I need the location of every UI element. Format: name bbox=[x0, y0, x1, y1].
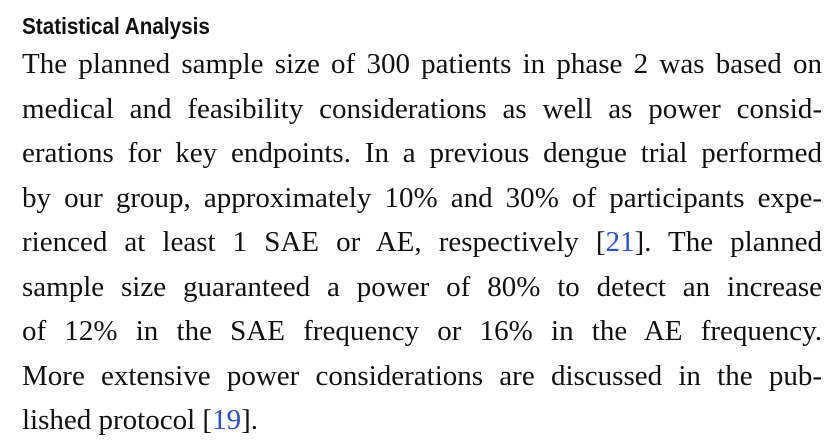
paragraph-line: The planned sample size of 300 patients … bbox=[22, 42, 822, 87]
paragraph-line: medical and feasibility considerations a… bbox=[22, 87, 822, 132]
section-heading: Statistical Analysis bbox=[22, 13, 210, 39]
line-text: medical and feasibility considerations a… bbox=[22, 92, 822, 125]
paragraph-line: More extensive power considerations are … bbox=[22, 354, 822, 399]
paragraph-line: sample size guaranteed a power of 80% to… bbox=[22, 265, 822, 310]
line-text: rienced at least 1 SAE or AE, respective… bbox=[22, 226, 606, 258]
line-text: The planned sample size of 300 patients … bbox=[22, 48, 822, 80]
paragraph-line: of 12% in the SAE frequency or 16% in th… bbox=[22, 309, 822, 354]
line-text: sample size guaranteed a power of 80% to… bbox=[22, 270, 822, 303]
paragraph-line: by our group, approximately 10% and 30% … bbox=[22, 176, 822, 221]
line-text: by our group, approximately 10% and 30% … bbox=[22, 181, 822, 214]
body-paragraph: The planned sample size of 300 patients … bbox=[22, 42, 822, 443]
line-text: ]. The planned bbox=[634, 226, 822, 258]
citation-link-21[interactable]: 21 bbox=[605, 226, 635, 258]
line-text: of 12% in the SAE frequency or 16% in th… bbox=[22, 315, 822, 347]
paragraph-line: rienced at least 1 SAE or AE, respective… bbox=[22, 220, 822, 265]
paragraph-line: erations for key endpoints. In a previou… bbox=[22, 131, 822, 176]
statistical-analysis-section: Statistical Analysis The planned sample … bbox=[22, 10, 822, 443]
line-text: More extensive power considerations are … bbox=[22, 359, 822, 392]
line-text: ]. bbox=[241, 404, 258, 436]
citation-link-19[interactable]: 19 bbox=[212, 404, 242, 436]
paragraph-line: lished protocol [19]. bbox=[22, 398, 822, 443]
line-text: lished protocol [ bbox=[22, 404, 213, 436]
line-text: erations for key endpoints. In a previou… bbox=[22, 137, 822, 169]
